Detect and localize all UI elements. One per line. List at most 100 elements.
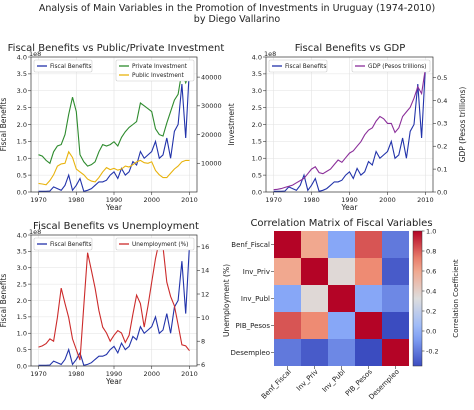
p4-heatmap-cell (355, 339, 382, 366)
p3-title: Fiscal Benefits vs Unemployment (33, 221, 199, 232)
p3-ytick-label: 0.0 (17, 362, 27, 370)
p2-xlabel: Year (341, 203, 359, 212)
p4-heatmap-cell (274, 258, 301, 285)
p4-heatmap-cell (328, 231, 355, 258)
p4-heatmap-cell (274, 231, 301, 258)
p2-xtick-label: 2000 (379, 196, 396, 204)
p1-xtick-label: 2010 (181, 196, 198, 204)
p4-row-label: PIB_Pesos (236, 322, 271, 330)
p3-xtick-label: 2000 (143, 370, 160, 378)
p4-heatmap-cell (301, 312, 328, 339)
p1-y-multiplier: 1e8 (29, 50, 41, 58)
p1-xtick-label: 1980 (68, 196, 85, 204)
p4-colorbar-tick-label: -0.2 (426, 347, 439, 355)
p4-row-label: Benf_Fiscal (231, 241, 270, 249)
p2-panel: Fiscal Benefits vs GDP 1970 1980 1990 2000 20… (252, 43, 467, 212)
p1-panel: Fiscal Benefits vs Public/Private Invest… (0, 43, 236, 212)
p1-y2label: Investment (227, 103, 236, 146)
p1-ytick-label: 1.5 (17, 138, 27, 146)
p1-ytick-label: 2.0 (17, 121, 27, 129)
p4-row-label: Desempleo (231, 349, 270, 357)
p4-colorbar-label: Correlation Coefficient (452, 259, 460, 338)
p1-ytick-label: 3.5 (17, 70, 27, 78)
p4-heatmap-cell (355, 285, 382, 312)
p4-heatmap-cell (355, 312, 382, 339)
p2-ytick-label: 4.0 (252, 53, 262, 61)
p3-y2tick-label: 6 (201, 361, 205, 369)
p4-heatmap-cell (274, 285, 301, 312)
p3-xtick-label: 1970 (30, 370, 47, 378)
p1-ylabel: Fiscal Benefits (0, 98, 8, 152)
p4-col-label: Benf_Fiscal (260, 368, 293, 401)
p4-col-label: Inv_Publ (321, 368, 347, 394)
p4-colorbar-tick-label: 0.8 (426, 247, 436, 255)
p1-ytick-label: 4.0 (17, 53, 27, 61)
p3-panel: Fiscal Benefits vs Unemployment 1970 1980 1… (0, 221, 231, 386)
p3-y2label: Unemployment (%) (222, 264, 231, 337)
p3-ytick-label: 0.5 (17, 346, 27, 354)
p2-title: Fiscal Benefits vs GDP (295, 43, 406, 54)
p4-heatmap-cell (355, 258, 382, 285)
p4-heatmap-cell (274, 312, 301, 339)
p1-xtick-label: 2000 (143, 196, 160, 204)
p3-ytick-label: 1.0 (17, 330, 27, 338)
p3-legend-entry: Unemployment (%) (132, 242, 188, 248)
p2-y2tick-label: 0.3 (437, 120, 447, 128)
p4-heatmap-cell (382, 258, 409, 285)
p4-heatmap-cell (301, 258, 328, 285)
p3-y2tick-label: 14 (201, 267, 209, 275)
p2-legend-entry: GDP (Pesos trillions) (368, 64, 426, 70)
p1-y2tick-label: 30000 (201, 102, 222, 110)
p4-heatmap-cell (301, 339, 328, 366)
p1-xtick-label: 1970 (30, 196, 47, 204)
p2-xtick-label: 1980 (303, 196, 320, 204)
p4-heatmap-cell (382, 231, 409, 258)
p1-y2tick-label: 40000 (201, 73, 222, 81)
p4-colorbar-tick-label: 0.6 (426, 267, 436, 275)
p2-y2tick-label: 0.2 (437, 143, 447, 151)
p2-legend-entry: Fiscal Benefits (285, 64, 326, 70)
p4-heatmap-cell (382, 339, 409, 366)
p2-ytick-label: 1.0 (252, 155, 262, 163)
p4-heatmap-cell (328, 339, 355, 366)
p3-xlabel: Year (105, 377, 123, 386)
p1-ytick-label: 3.0 (17, 87, 27, 95)
p3-y-multiplier: 1e8 (29, 228, 41, 236)
p4-heatmap-cell (382, 312, 409, 339)
p3-y2tick-label: 8 (201, 338, 205, 346)
p4-colorbar (413, 231, 422, 366)
p4-row-label: Inv_Priv (243, 268, 270, 276)
p3-y2tick-label: 12 (201, 290, 209, 298)
p4-heatmap-cell (328, 312, 355, 339)
p4-colorbar-tick-label: 0.4 (426, 287, 436, 295)
p4-row-label: Inv_Publ (241, 295, 270, 303)
p3-legend-entry: Fiscal Benefits (50, 242, 91, 248)
p2-ytick-label: 1.5 (252, 138, 262, 146)
p4-colorbar-tick-label: 0.2 (426, 307, 436, 315)
p3-ytick-label: 2.0 (17, 297, 27, 305)
p4-heatmap-cell (328, 258, 355, 285)
p2-y2label: GDP (Pesos trillions) (458, 87, 467, 163)
p1-ytick-label: 1.0 (17, 155, 27, 163)
p4-colorbar-tick-label: 0.0 (426, 327, 436, 335)
p2-ytick-label: 2.5 (252, 104, 262, 112)
p2-y2tick-label: 0.5 (437, 74, 447, 82)
p2-y2tick-label: 0.1 (437, 165, 447, 173)
p2-ytick-label: 3.5 (252, 70, 262, 78)
p4-title: Correlation Matrix of Fiscal Variables (250, 218, 432, 229)
p2-xtick-label: 2010 (417, 196, 434, 204)
p4-colorbar-tick-label: 1.0 (426, 227, 436, 235)
p1-ytick-label: 0.0 (17, 188, 27, 196)
p4-heatmap-cell (301, 231, 328, 258)
p4-heatmap-cell (355, 231, 382, 258)
p1-xlabel: Year (105, 203, 123, 212)
p1-ytick-label: 0.5 (17, 171, 27, 179)
p1-legend-entry: Fiscal Benefits (50, 64, 91, 70)
p2-y2tick-label: 0.0 (437, 188, 447, 196)
p2-xtick-label: 1970 (265, 196, 282, 204)
p2-ytick-label: 0.5 (252, 171, 262, 179)
p4-heatmap-cell (328, 285, 355, 312)
p1-legend-entry: Private Investment (132, 64, 188, 70)
p3-xtick-label: 1980 (68, 370, 85, 378)
